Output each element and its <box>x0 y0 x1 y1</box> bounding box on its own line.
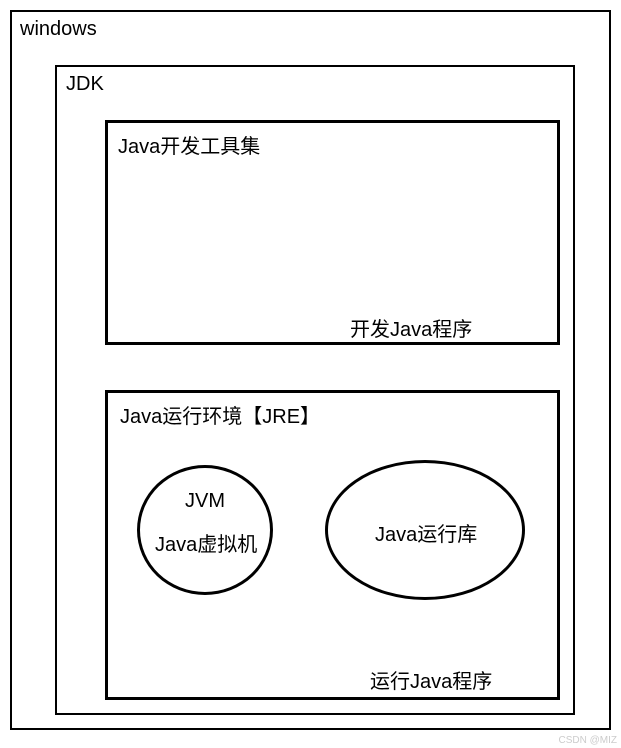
jdk-label: JDK <box>66 73 104 96</box>
jre-title: Java运行环境【JRE】 <box>120 400 320 429</box>
devtools-title: Java开发工具集 <box>118 130 260 159</box>
jre-caption: 运行Java程序 <box>370 665 492 694</box>
jvm-line1: JVM <box>185 490 225 513</box>
watermark-text: CSDN @MIZ <box>559 735 617 746</box>
jvm-line2: Java虚拟机 <box>155 528 257 557</box>
runtimelib-label: Java运行库 <box>375 518 477 547</box>
devtools-caption: 开发Java程序 <box>350 313 472 342</box>
windows-label: windows <box>20 18 97 41</box>
